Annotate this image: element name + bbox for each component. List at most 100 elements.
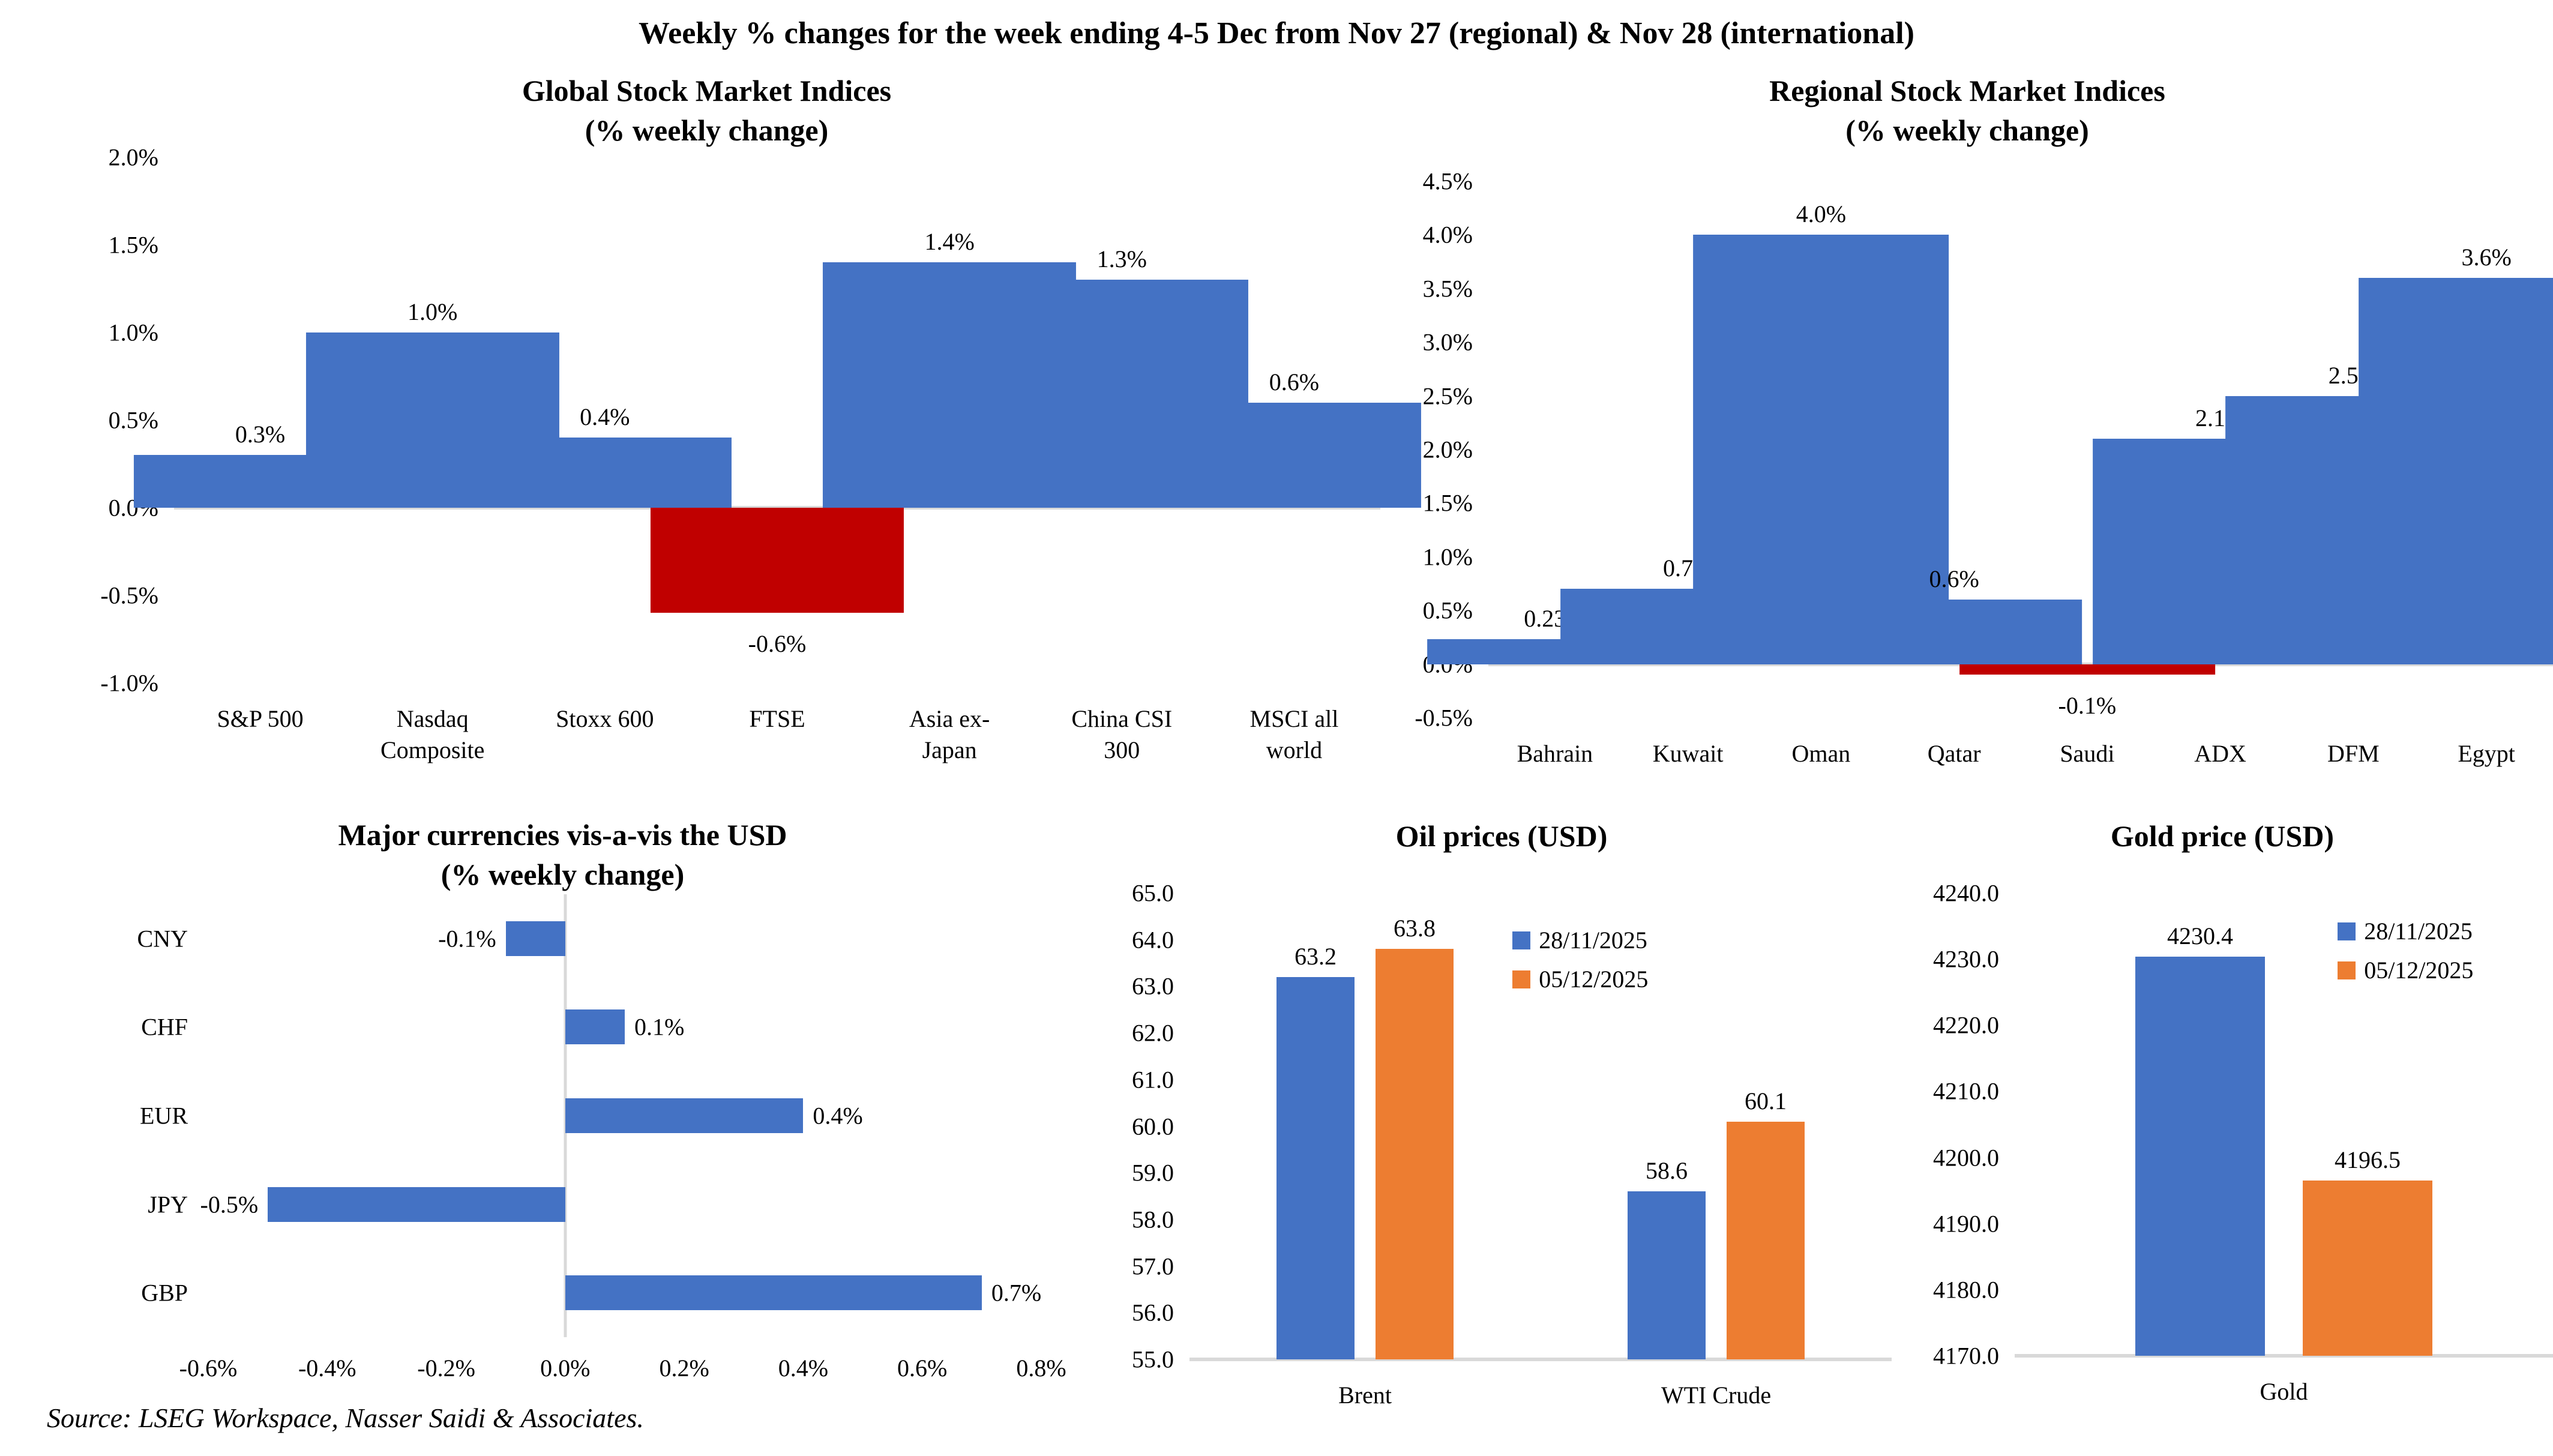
legend-swatch-orange xyxy=(1512,970,1531,988)
plot-regional: 4.5% 4.0% 3.5% 3.0% 2.5% 2.0% 1.5% 1.0% 0.5% 0.0%… xyxy=(1382,168,2553,769)
plot-oil: 65.0 64.0 63.0 62.0 61.0 60.0 59.0 58.0 57.0 56.0… xyxy=(1111,880,1892,1411)
value-label-qatar: 0.6% xyxy=(1929,565,1979,593)
y-tick-label-65-0: 65.0 xyxy=(1132,879,1174,907)
y-tick-label-4220-0: 4220.0 xyxy=(1933,1011,1999,1039)
value-label-ftse: -0.6% xyxy=(748,630,807,658)
category-label-asia-ex-japan: Asia ex- Japan xyxy=(909,705,990,763)
legend-swatch-orange xyxy=(2338,961,2356,979)
y-tick-label-64-0: 64.0 xyxy=(1132,926,1174,954)
chart-global-stock-indices: Global Stock Market Indices (% weekly ch… xyxy=(33,71,1421,766)
bar-wti-crude-05-12-2025 xyxy=(1727,1121,1805,1359)
value-label-gbp: 0.7% xyxy=(991,1279,1042,1307)
category-axis: Gold xyxy=(2015,1376,2553,1407)
value-label-brent-28-11-2025: 63.2 xyxy=(1295,942,1337,970)
category-label-cny: CNY xyxy=(137,925,188,952)
category-label-china-csi-300: China CSI 300 xyxy=(1071,705,1173,763)
chart-title-gold: Gold price (USD) xyxy=(1892,816,2553,856)
y-tick-label-61-0: 61.0 xyxy=(1132,1066,1174,1094)
y-axis: 65.0 64.0 63.0 62.0 61.0 60.0 59.0 58.0 57.0 56.0… xyxy=(1111,880,1189,1373)
chart-title-oil: Oil prices (USD) xyxy=(1111,816,1892,856)
category-axis: CNY CHF EUR JPY GBP xyxy=(33,894,208,1337)
x-tick-label-0-6: 0.6% xyxy=(897,1355,948,1382)
bar-oman xyxy=(1693,235,1949,664)
y-tick-label-1-0: 1.0% xyxy=(1422,543,1473,571)
bar-wti-crude-28-11-2025 xyxy=(1628,1191,1706,1359)
bar-brent-28-11-2025 xyxy=(1276,976,1355,1359)
value-label-jpy: -0.5% xyxy=(200,1191,259,1218)
legend-label-05-12-2025: 05/12/2025 xyxy=(1539,966,1649,993)
y-tick-label-1-0: 1.0% xyxy=(108,319,158,346)
bar-eur xyxy=(565,1098,804,1133)
chart-title-line2: (% weekly change) xyxy=(585,113,829,147)
y-tick-label-1-0: -1.0% xyxy=(100,669,158,697)
category-label-s-p-500: S&P 500 xyxy=(217,705,304,732)
y-tick-label-1-5: 1.5% xyxy=(108,231,158,259)
legend-label-28-11-2025: 28/11/2025 xyxy=(1539,927,1647,954)
category-label-ftse: FTSE xyxy=(749,705,805,732)
x-tick-label-0-6: -0.6% xyxy=(179,1355,238,1382)
y-tick-label-58-0: 58.0 xyxy=(1132,1206,1174,1233)
value-label-eur: 0.4% xyxy=(813,1102,863,1130)
x-axis: -0.6% -0.4% -0.2% 0.0% 0.2% 0.4% 0.6% 0.8% xyxy=(179,1337,1066,1385)
value-label-wti-crude-28-11-2025: 58.6 xyxy=(1646,1157,1688,1185)
y-tick-label-3-0: 3.0% xyxy=(1422,328,1473,356)
category-label-eur: EUR xyxy=(140,1102,188,1130)
category-label-gbp: GBP xyxy=(141,1279,188,1307)
category-axis: S&P 500 Nasdaq Composite Stoxx 600 FTSE Asia… xyxy=(174,703,1380,766)
y-tick-label-56-0: 56.0 xyxy=(1132,1299,1174,1326)
value-label-brent-05-12-2025: 63.8 xyxy=(1393,915,1436,942)
chart-title-global: Global Stock Market Indices (% weekly ch… xyxy=(33,71,1380,150)
y-tick-label-3-5: 3.5% xyxy=(1422,275,1473,302)
hbar-chart: CNY CHF EUR JPY GBP -0.1% 0.1% 0.4% -0.5% 0.7% -0.… xyxy=(33,894,1092,1385)
value-label-msci-all-world: 0.6% xyxy=(1269,368,1320,396)
chart-regional-stock-indices: Regional Stock Market Indices (% weekly … xyxy=(1382,71,2553,769)
chart-title-line1: Major currencies vis-a-vis the USD xyxy=(338,818,787,852)
y-tick-label-57-0: 57.0 xyxy=(1132,1253,1174,1280)
category-label-brent: Brent xyxy=(1338,1382,1392,1409)
vbar-chart: 4.5% 4.0% 3.5% 3.0% 2.5% 2.0% 1.5% 1.0% 0.5% 0.0%… xyxy=(1382,168,2553,769)
legend-label-28-11-2025: 28/11/2025 xyxy=(2364,918,2473,945)
value-label-asia-ex-japan: 1.4% xyxy=(924,228,975,256)
category-label-nasdaq-composite: Nasdaq Composite xyxy=(380,705,485,763)
legend-item-28-11-2025: 28/11/2025 xyxy=(1512,926,1648,954)
plot-area: 0.3% 1.0% 0.4% -0.6% 1.4% 1.3% 0.6% xyxy=(133,157,1421,683)
bar-jpy xyxy=(268,1187,565,1222)
chart-title-line1: Oil prices (USD) xyxy=(1395,819,1608,853)
plot-area: 0.23% 0.7% 4.0% 0.6% -0.1% 2.1% 2.5% 3.6% xyxy=(1427,181,2553,719)
chart-title-line1: Regional Stock Market Indices xyxy=(1769,74,2165,107)
y-tick-label-63-0: 63.0 xyxy=(1132,972,1174,1000)
category-label-chf: CHF xyxy=(141,1013,188,1041)
chart-oil-prices: Oil prices (USD) 65.0 64.0 63.0 62.0 61.0 60.… xyxy=(1111,816,1892,1411)
base-axis-line xyxy=(2015,1354,2553,1358)
legend-swatch-blue xyxy=(2338,922,2356,940)
legend-item-28-11-2025: 28/11/2025 xyxy=(2338,917,2473,945)
y-tick-label-4-5: 4.5% xyxy=(1422,167,1473,195)
y-tick-label-59-0: 59.0 xyxy=(1132,1159,1174,1187)
category-axis: Brent WTI Crude xyxy=(1189,1380,1892,1411)
category-label-jpy: JPY xyxy=(148,1191,188,1218)
x-tick-label-0-2: 0.2% xyxy=(659,1355,709,1382)
bar-gbp xyxy=(565,1275,982,1311)
y-tick-label-4210-0: 4210.0 xyxy=(1933,1077,1999,1105)
y-tick-label-4180-0: 4180.0 xyxy=(1933,1276,1999,1304)
chart-title-line1: Gold price (USD) xyxy=(2110,819,2335,853)
value-label-oman: 4.0% xyxy=(1796,200,1847,228)
value-label-cny: -0.1% xyxy=(438,925,496,952)
bar-cny xyxy=(505,921,565,956)
y-tick-label-55-0: 55.0 xyxy=(1132,1346,1174,1373)
chart-title-regional: Regional Stock Market Indices (% weekly … xyxy=(1382,71,2553,150)
y-tick-label-62-0: 62.0 xyxy=(1132,1019,1174,1047)
chart-title-line1: Global Stock Market Indices xyxy=(522,74,892,107)
category-label-wti-crude: WTI Crude xyxy=(1661,1382,1772,1409)
y-tick-label-0-5: 0.5% xyxy=(108,406,158,434)
grouped-bar-chart: 65.0 64.0 63.0 62.0 61.0 60.0 59.0 58.0 57.0 56.0… xyxy=(1111,880,1892,1411)
legend-swatch-blue xyxy=(1512,931,1531,949)
category-label-bahrain: Bahrain xyxy=(1517,740,1593,767)
y-tick-label-60-0: 60.0 xyxy=(1132,1113,1174,1140)
value-label-gold-05-12-2025: 4196.5 xyxy=(2334,1146,2401,1174)
y-tick-label-0-5: -0.5% xyxy=(1415,704,1473,732)
bar-stoxx-600 xyxy=(478,438,732,508)
bar-gold-05-12-2025 xyxy=(2303,1181,2432,1356)
plot-area: 4230.4 4196.5 28/11/2025 05/12/2025 xyxy=(2015,893,2553,1358)
